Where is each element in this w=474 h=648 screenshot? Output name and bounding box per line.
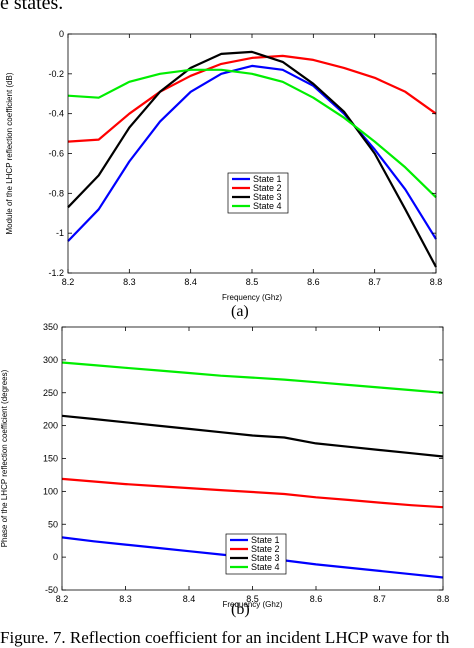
chart-b-y-tick-label: 150 xyxy=(43,454,58,464)
chart-a-x-tick-label: 8.4 xyxy=(184,277,197,287)
chart-b-series-line-state-3 xyxy=(61,414,444,458)
chart-b-x-tick-label: 8.5 xyxy=(246,594,259,604)
chart-b-y-tick-label: 0 xyxy=(53,552,58,562)
chart-b-x-tick-label: 8.7 xyxy=(373,594,386,604)
chart-a-series-line-state-2 xyxy=(67,54,437,143)
chart-b-legend-label-state-2: State 2 xyxy=(251,544,280,554)
panel-label-b: (b) xyxy=(231,601,250,618)
chart-a-y-tick-label: -0.8 xyxy=(48,188,64,198)
chart-b-y-tick-label: 250 xyxy=(43,388,58,398)
chart-a-x-tick-label: 8.2 xyxy=(62,277,75,287)
chart-b-legend-label-state-3: State 3 xyxy=(251,553,280,563)
chart-b-series-line-state-2 xyxy=(61,477,444,509)
chart-b-x-tick-label: 8.6 xyxy=(310,594,323,604)
chart-a-x-tick-label: 8.7 xyxy=(368,277,381,287)
chart-b-x-tick-label: 8.3 xyxy=(119,594,132,604)
chart-a-y-tick-label: -0.4 xyxy=(48,109,64,119)
chart-a-x-tick-label: 8.3 xyxy=(123,277,136,287)
chart-a-legend-label-state-4: State 4 xyxy=(253,201,282,211)
chart-b-x-tick-label: 8.4 xyxy=(183,594,196,604)
chart-a-y-tick-label: 0 xyxy=(59,29,64,39)
chart-a-series-line-state-1 xyxy=(67,64,437,242)
chart-a-series-line-state-4 xyxy=(67,68,437,199)
chart-b-y-tick-label: -50 xyxy=(45,585,58,595)
chart-b-y-axis-label: Phase of the LHCP reflection coefficient… xyxy=(0,369,9,547)
chart-b-y-tick-label: 50 xyxy=(48,519,58,529)
chart-a-y-tick-label: -0.6 xyxy=(48,149,64,159)
chart-a-legend-label-state-1: State 1 xyxy=(253,174,282,184)
chart-a-series-line-state-3 xyxy=(67,50,437,268)
caption-top-fragment: e states. xyxy=(0,0,64,14)
chart-a-x-tick-label: 8.6 xyxy=(307,277,320,287)
chart-b-x-tick-label: 8.2 xyxy=(56,594,69,604)
chart-b-y-tick-label: 350 xyxy=(43,322,58,332)
chart-b-x-axis-label: Frequency (Ghz) xyxy=(222,600,282,609)
chart-a-y-tick-label: -0.2 xyxy=(48,69,64,79)
chart-a-y-tick-label: -1.2 xyxy=(48,268,64,278)
chart-a-legend-label-state-2: State 2 xyxy=(253,183,282,193)
chart-a-legend-label-state-3: State 3 xyxy=(253,192,282,202)
chart-a-x-tick-label: 8.5 xyxy=(246,277,259,287)
chart-b-y-tick-label: 300 xyxy=(43,355,58,365)
chart-a-y-tick-label: -1 xyxy=(56,228,64,238)
chart-b-y-tick-label: 100 xyxy=(43,486,58,496)
chart-b-legend-label-state-4: State 4 xyxy=(251,562,280,572)
panel-label-a: (a) xyxy=(231,303,249,320)
chart-b-y-tick-label: 200 xyxy=(43,421,58,431)
chart-b-series-line-state-4 xyxy=(61,361,444,394)
chart-b-legend-label-state-1: State 1 xyxy=(251,535,280,545)
chart-b-x-tick-label: 8.8 xyxy=(437,594,450,604)
caption-bottom-fragment: Figure. 7. Reflection coefficient for an… xyxy=(0,628,450,647)
chart-a-x-axis-label: Frequency (Ghz) xyxy=(222,293,282,302)
chart-a-y-axis-label: Module of the LHCP reflection coefficien… xyxy=(5,72,14,234)
chart-a-plot-frame xyxy=(67,33,437,274)
chart-a-x-tick-label: 8.8 xyxy=(430,277,443,287)
